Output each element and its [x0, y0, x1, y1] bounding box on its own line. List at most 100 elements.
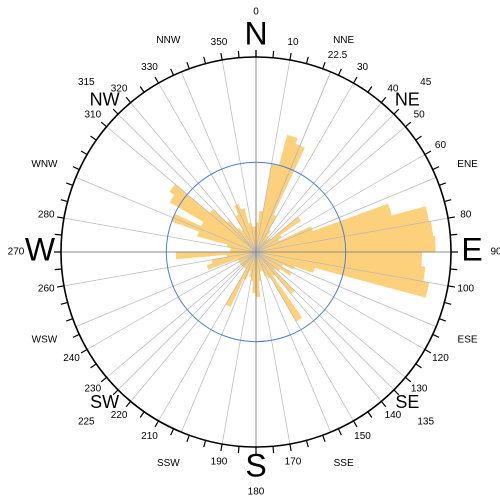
angle-label: 350 [211, 37, 228, 48]
tick-mark [393, 389, 400, 396]
petals [169, 134, 436, 322]
tick-mark [154, 420, 160, 428]
angle-label: 40 [387, 83, 399, 94]
tick-mark [237, 50, 240, 58]
tick-mark [404, 376, 412, 383]
spoke [181, 251, 257, 433]
tick-mark [415, 363, 422, 369]
tick-mark [305, 440, 309, 448]
angle-label: 330 [141, 62, 158, 73]
tick-mark [186, 435, 190, 443]
tick-mark [54, 233, 62, 236]
intercardinal-label: NE [395, 89, 420, 109]
tick-mark [272, 50, 275, 58]
tick-mark [112, 389, 119, 396]
tick-mark [80, 348, 88, 354]
tick-mark [203, 440, 207, 448]
spoke [75, 177, 257, 253]
secondary-label: ESE [458, 334, 478, 345]
spoke [255, 113, 395, 253]
spoke [63, 251, 257, 287]
spoke [255, 251, 291, 445]
tick-mark [139, 86, 145, 93]
angle-label: 220 [111, 410, 128, 421]
spoke [117, 251, 257, 391]
spoke [86, 251, 257, 350]
angle-label: 130 [411, 384, 428, 395]
angle-label: 90 [490, 247, 500, 258]
tick-mark [90, 135, 97, 141]
spoke [221, 59, 257, 253]
angle-label: 135 [417, 416, 434, 427]
tick-mark [65, 318, 73, 322]
tick-mark [56, 216, 65, 219]
tick-mark [139, 411, 145, 418]
tick-mark [447, 216, 456, 219]
spoke [130, 251, 257, 402]
tick-mark [450, 268, 458, 271]
angle-label: 80 [460, 210, 472, 221]
angle-label: 170 [285, 456, 302, 467]
spoke [255, 102, 382, 253]
spoke [255, 59, 291, 253]
angle-label: 50 [414, 110, 426, 121]
tick-mark [447, 285, 456, 288]
tick-mark [100, 121, 108, 128]
spokes [61, 57, 451, 447]
secondary-label: WNW [31, 159, 58, 170]
spoke [255, 251, 382, 402]
spoke [106, 251, 257, 378]
intercardinal-label: NW [90, 89, 120, 109]
angle-label: 60 [435, 140, 447, 151]
labels: 0 10 22.5 30 40 45 50 60 80 90 100 120 130 135 140 150 1… [8, 7, 500, 498]
tick-mark [352, 420, 358, 428]
angle-label: 120 [432, 353, 449, 364]
angle-label: 45 [420, 77, 432, 88]
tick-mark [289, 443, 292, 452]
reference-ring [165, 161, 347, 343]
tick-mark [60, 199, 68, 203]
tick-mark [112, 108, 119, 115]
secondary-label: NNW [156, 35, 180, 46]
angle-label: 315 [78, 77, 95, 88]
tick-mark [305, 56, 309, 64]
tick-mark [322, 61, 326, 69]
tick-mark [72, 166, 80, 171]
angle-label: 190 [211, 456, 228, 467]
spoke [255, 71, 331, 253]
petal [240, 208, 257, 253]
angle-label: 22.5 [328, 50, 348, 61]
tick-mark [272, 446, 275, 454]
spoke [63, 217, 257, 253]
angle-label: 280 [38, 210, 55, 221]
tick-mark [220, 52, 223, 61]
tick-mark [170, 428, 175, 436]
tick-mark [337, 428, 342, 436]
angle-label: 210 [141, 431, 158, 442]
intercardinal-label: SW [90, 392, 119, 412]
tick-mark [125, 400, 132, 408]
tick-mark [450, 233, 458, 236]
tick-mark [404, 121, 412, 128]
spoke [158, 251, 257, 422]
petal [206, 251, 257, 270]
tick-mark [125, 96, 132, 104]
tick-mark [439, 182, 447, 186]
tick-mark [65, 182, 73, 186]
tick-mark [54, 268, 62, 271]
angle-label: 180 [248, 487, 265, 498]
angle-label: 150 [354, 431, 371, 442]
tick-mark [380, 400, 387, 408]
spoke [255, 251, 426, 350]
tick-mark [154, 76, 160, 84]
tick-mark [424, 348, 432, 354]
spoke [255, 251, 449, 287]
tick-mark [203, 56, 207, 64]
angle-label: 270 [8, 247, 25, 258]
tick-mark [100, 376, 108, 383]
intercardinal-label: SE [395, 392, 419, 412]
spoke [255, 177, 437, 253]
frame [54, 50, 458, 454]
tick-mark [60, 301, 68, 305]
spoke [158, 82, 257, 253]
